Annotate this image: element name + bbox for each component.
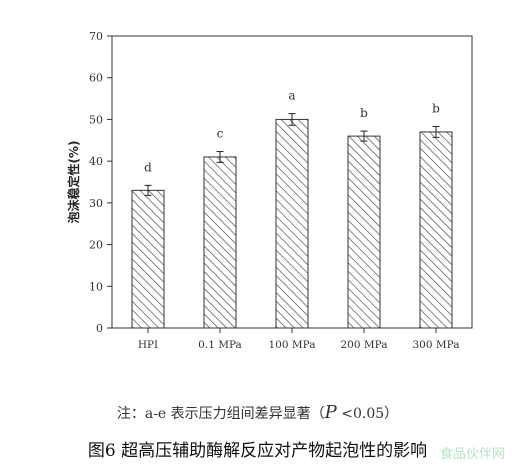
y-tick-label: 40 <box>89 155 103 168</box>
y-tick-label: 30 <box>89 197 103 210</box>
bar <box>203 156 237 329</box>
y-tick-label: 10 <box>89 280 103 293</box>
x-tick-label: 200 MPa <box>341 339 388 351</box>
significance-letter: b <box>432 102 440 116</box>
significance-letter: b <box>360 106 368 120</box>
bar <box>347 135 381 329</box>
y-tick-label: 20 <box>89 239 103 252</box>
y-axis-label: 泡沫稳定性(%) <box>66 141 81 224</box>
bar <box>419 131 453 329</box>
x-tick-label: 100 MPa <box>269 339 316 351</box>
watermark: 食品伙伴网 <box>439 447 505 462</box>
y-tick-label: 0 <box>96 322 103 335</box>
figure-caption: 图6 超高压辅助酶解反应对产物起泡性的影响 <box>87 441 428 461</box>
note-suffix: <0.05） <box>336 406 399 422</box>
bar-chart: 0 10 20 30 40 50 60 70 泡沫稳定性(%) d HPI c 0.1 MPa a 100 … <box>66 30 473 351</box>
significance-letter: c <box>217 127 224 141</box>
y-tick-label: 50 <box>89 113 103 126</box>
bar <box>131 189 165 329</box>
note-p-symbol: P <box>324 402 337 423</box>
bar <box>275 118 309 329</box>
x-tick-label: 0.1 MPa <box>198 339 242 351</box>
note-prefix: 注：a-e 表示压力组间差异显著（ <box>116 406 325 422</box>
x-tick-label: 300 MPa <box>413 339 460 351</box>
significance-note: 注：a-e 表示压力组间差异显著（P <0.05） <box>0 402 515 423</box>
y-tick-label: 60 <box>89 72 103 85</box>
significance-letter: a <box>288 89 295 103</box>
y-tick-label: 70 <box>89 30 103 43</box>
x-tick-label: HPI <box>138 339 158 351</box>
significance-letter: d <box>144 160 152 174</box>
